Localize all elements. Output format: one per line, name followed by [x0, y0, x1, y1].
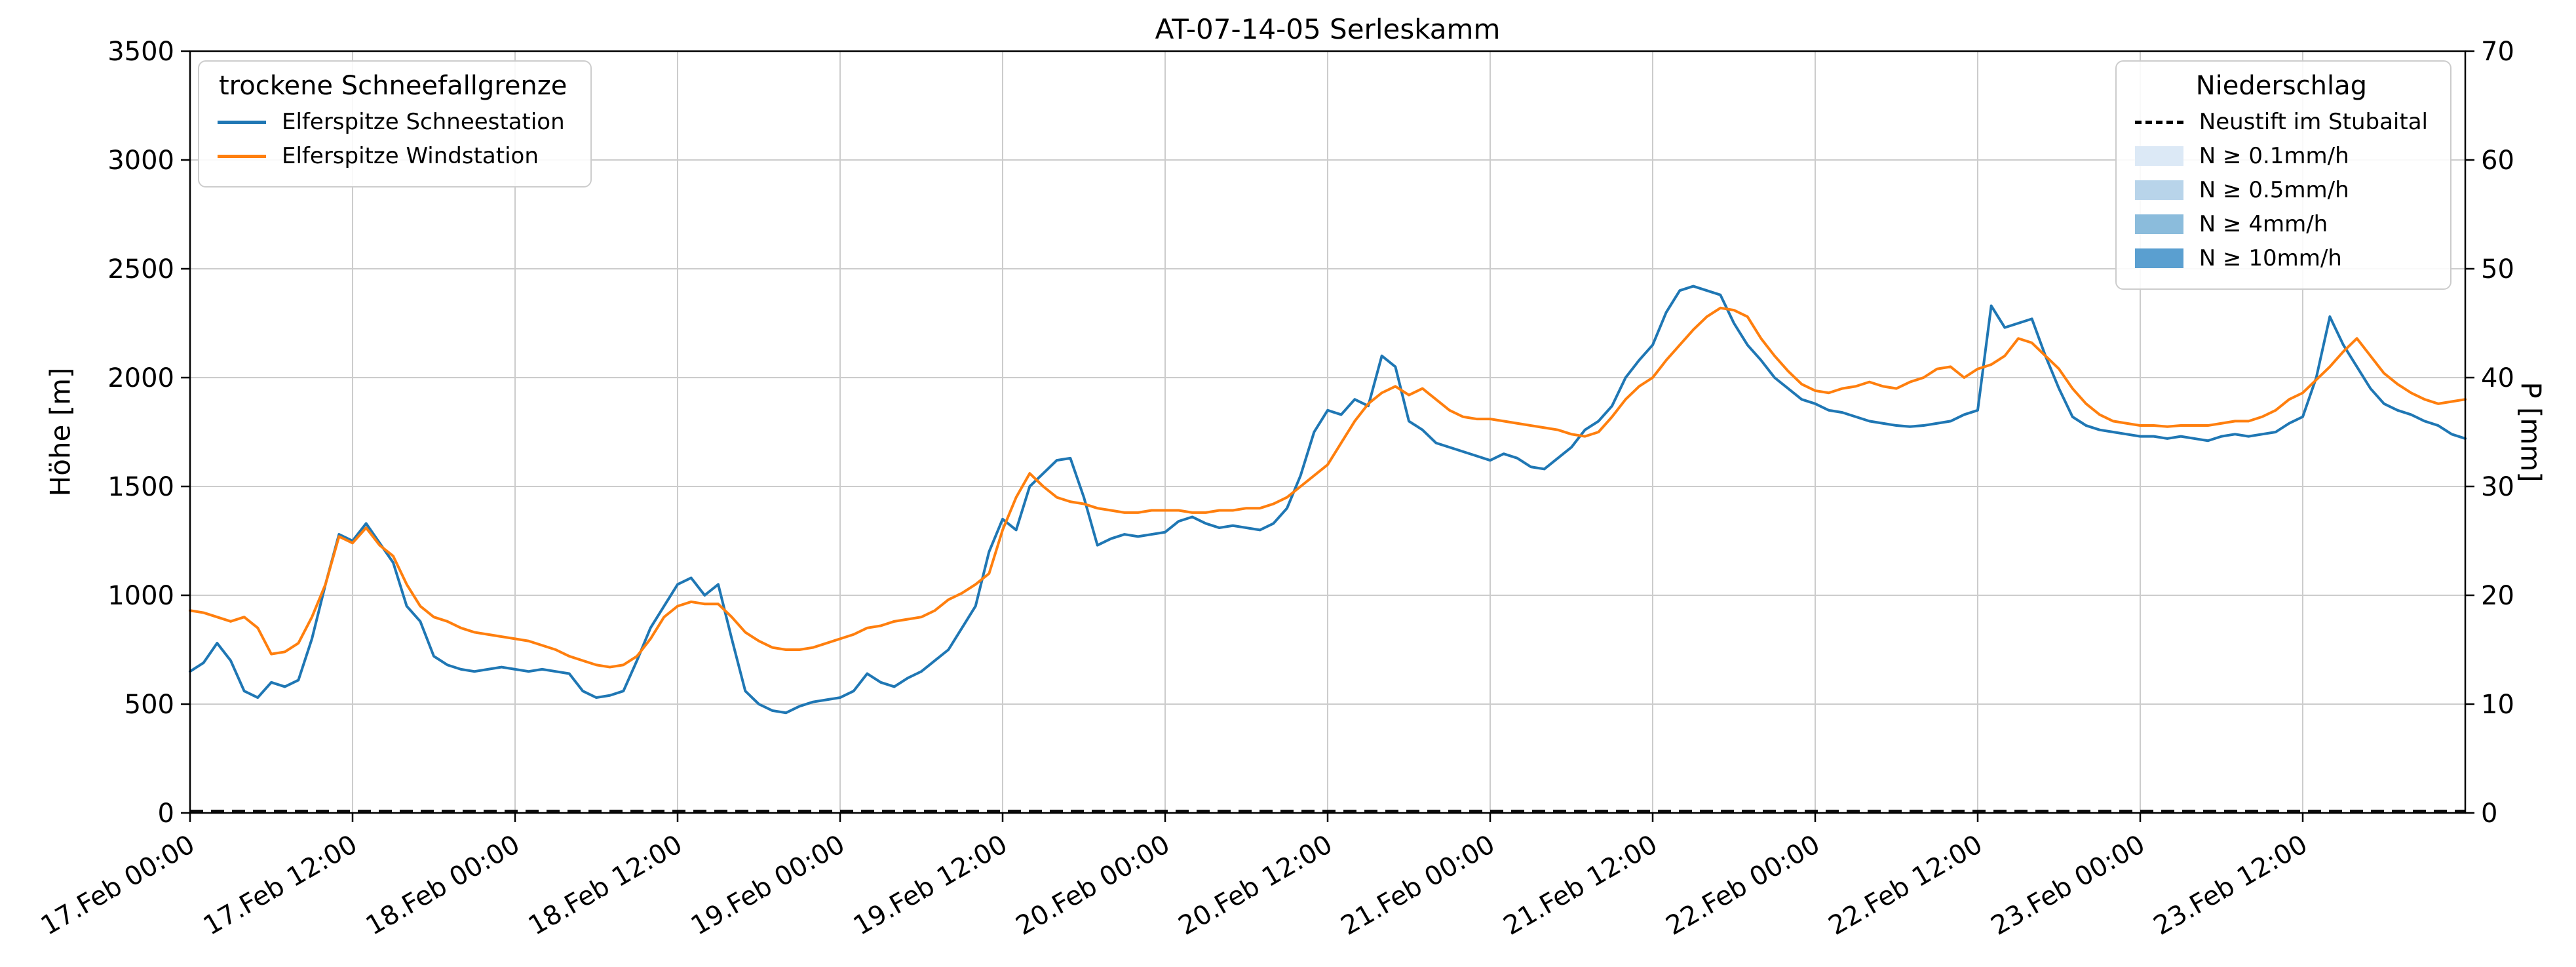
y-axis-label-left: Höhe [m]	[44, 367, 77, 497]
svg-text:19.Feb 12:00: 19.Feb 12:00	[849, 829, 1012, 941]
svg-text:0: 0	[2481, 799, 2497, 829]
svg-text:50: 50	[2481, 254, 2514, 285]
svg-text:17.Feb 12:00: 17.Feb 12:00	[199, 829, 362, 941]
dashed-line-swatch	[2134, 120, 2183, 124]
legend-item-n05: N ≥ 0.5mm/h	[2134, 177, 2428, 203]
grid-lines	[189, 50, 2465, 814]
y-axis-label-right: P [mm]	[2514, 382, 2547, 483]
series-line-1	[189, 306, 2467, 669]
legend-snowline: trockene Schneefallgrenze Elferspitze Sc…	[198, 60, 592, 187]
svg-text:1500: 1500	[107, 472, 174, 502]
legend-label-n05: N ≥ 0.5mm/h	[2199, 177, 2349, 203]
svg-text:2500: 2500	[107, 254, 174, 285]
patch-swatch-n01	[2134, 146, 2183, 166]
svg-text:18.Feb 12:00: 18.Feb 12:00	[524, 829, 687, 941]
line-swatch-schneestation	[218, 120, 266, 124]
svg-text:21.Feb 00:00: 21.Feb 00:00	[1336, 829, 1500, 941]
legend-item-n10: N ≥ 10mm/h	[2134, 245, 2428, 271]
legend-item-schneestation: Elferspitze Schneestation	[218, 109, 568, 135]
legend-item-n4: N ≥ 4mm/h	[2134, 211, 2428, 237]
legend-snowline-title: trockene Schneefallgrenze	[219, 71, 567, 101]
legend-label-n01: N ≥ 0.1mm/h	[2199, 143, 2349, 169]
svg-text:17.Feb 00:00: 17.Feb 00:00	[36, 829, 200, 941]
svg-text:21.Feb 12:00: 21.Feb 12:00	[1499, 829, 1663, 941]
svg-text:23.Feb 00:00: 23.Feb 00:00	[1986, 829, 2150, 941]
patch-swatch-n05	[2134, 180, 2183, 200]
svg-text:500: 500	[125, 690, 174, 720]
svg-text:19.Feb 00:00: 19.Feb 00:00	[686, 829, 850, 941]
legend-label-windstation: Elferspitze Windstation	[282, 143, 539, 169]
patch-swatch-n4	[2134, 214, 2183, 234]
svg-text:0: 0	[158, 799, 174, 829]
legend-item-windstation: Elferspitze Windstation	[218, 143, 568, 169]
svg-text:20: 20	[2481, 581, 2514, 611]
svg-text:40: 40	[2481, 363, 2514, 393]
legend-label-n4: N ≥ 4mm/h	[2199, 211, 2328, 237]
svg-text:2000: 2000	[107, 363, 174, 393]
svg-text:23.Feb 12:00: 23.Feb 12:00	[2149, 829, 2313, 941]
svg-text:22.Feb 12:00: 22.Feb 12:00	[1824, 829, 1988, 941]
svg-text:1000: 1000	[107, 581, 174, 611]
chart-title: AT-07-14-05 Serleskamm	[1155, 13, 1501, 45]
line-swatch-windstation	[218, 154, 266, 158]
svg-text:20.Feb 12:00: 20.Feb 12:00	[1174, 829, 1337, 941]
legend-label-n10: N ≥ 10mm/h	[2199, 245, 2342, 271]
svg-text:60: 60	[2481, 146, 2514, 176]
svg-text:70: 70	[2481, 37, 2514, 67]
legend-label-schneestation: Elferspitze Schneestation	[282, 109, 565, 135]
patch-swatch-n10	[2134, 248, 2183, 268]
legend-item-neustift: Neustift im Stubaital	[2134, 109, 2428, 135]
svg-text:30: 30	[2481, 472, 2514, 502]
series-line-0	[189, 285, 2467, 715]
svg-text:3000: 3000	[107, 146, 174, 176]
legend-label-neustift: Neustift im Stubaital	[2199, 109, 2428, 135]
svg-text:20.Feb 00:00: 20.Feb 00:00	[1011, 829, 1175, 941]
legend-precipitation-title: Niederschlag	[2195, 71, 2368, 101]
svg-text:22.Feb 00:00: 22.Feb 00:00	[1661, 829, 1825, 941]
svg-text:10: 10	[2481, 690, 2514, 720]
legend-item-n01: N ≥ 0.1mm/h	[2134, 143, 2428, 169]
svg-text:3500: 3500	[107, 37, 174, 67]
legend-precipitation: Niederschlag Neustift im Stubaital N ≥ 0…	[2115, 60, 2451, 290]
svg-text:18.Feb 00:00: 18.Feb 00:00	[361, 829, 525, 941]
